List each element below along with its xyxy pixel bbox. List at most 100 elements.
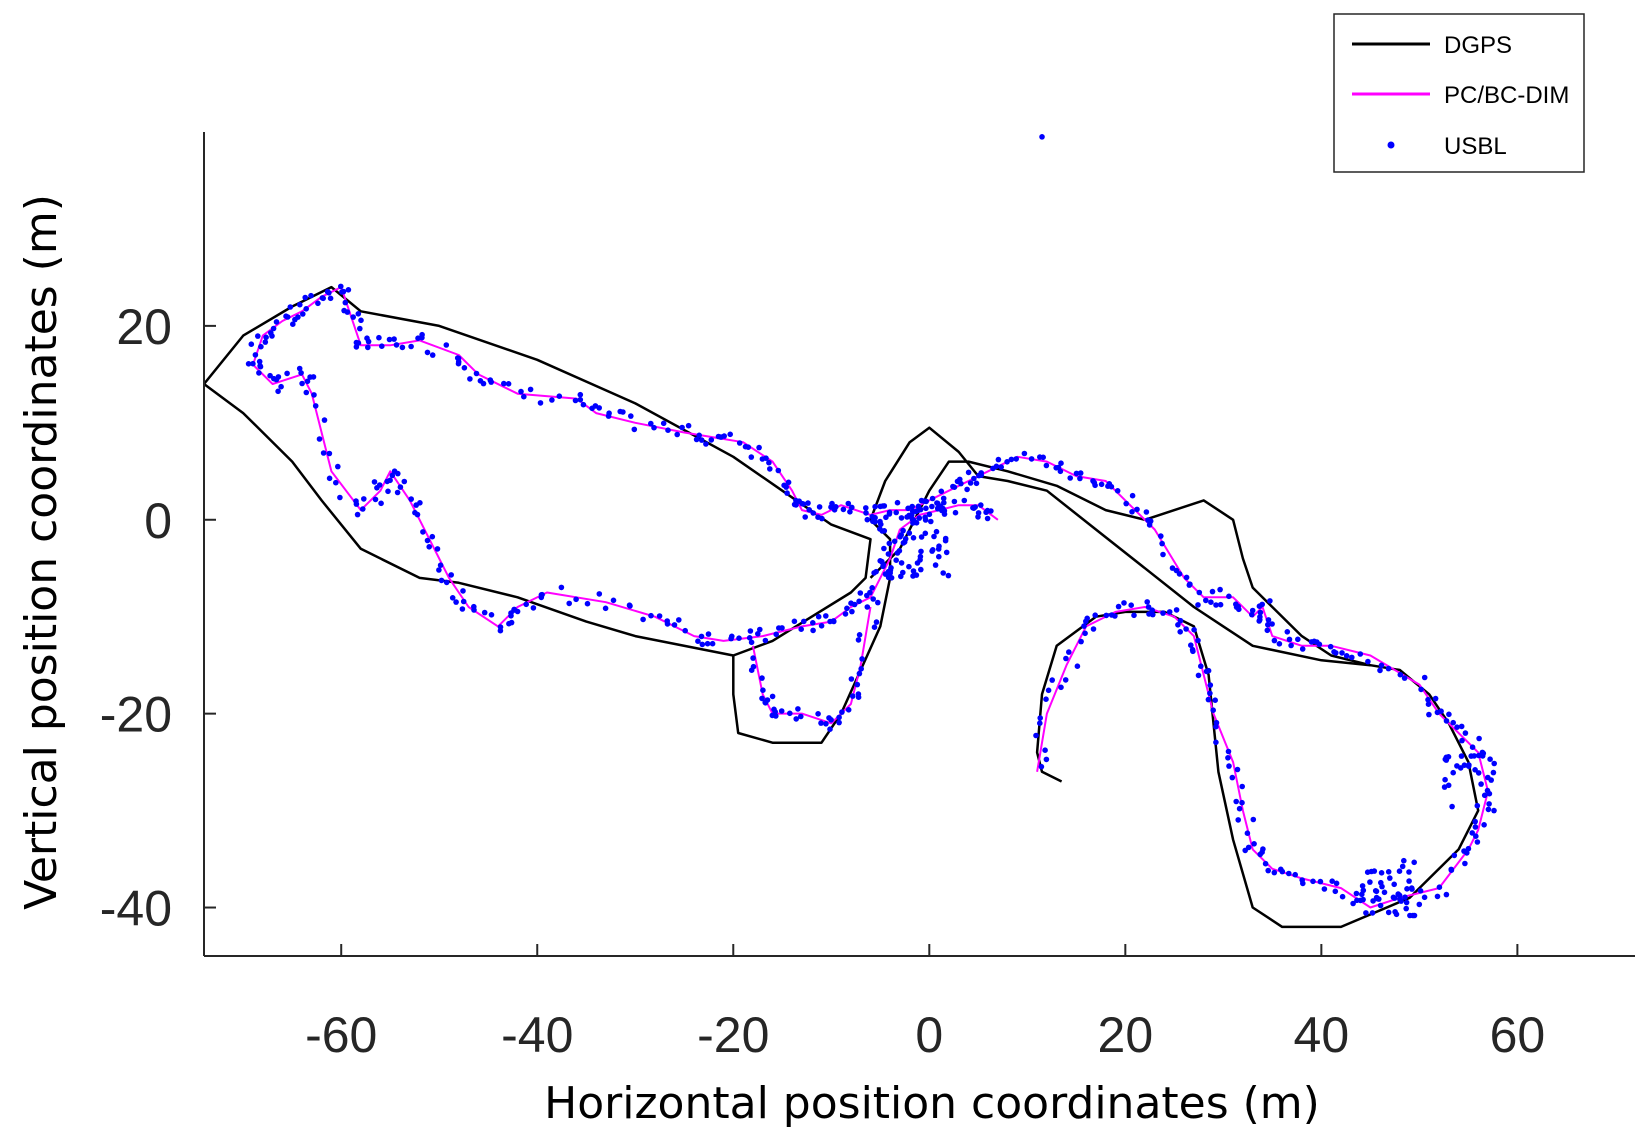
usbl-point: [759, 695, 765, 702]
pc-bc-dim-path-3: [252, 286, 1489, 909]
usbl-point: [248, 341, 255, 348]
usbl-point: [530, 605, 537, 611]
usbl-point: [1074, 663, 1081, 669]
usbl-point: [250, 360, 256, 367]
usbl-point: [883, 514, 889, 521]
usbl-point: [1343, 653, 1350, 659]
usbl-point: [1145, 517, 1151, 523]
usbl-point: [810, 620, 816, 626]
usbl-point: [910, 568, 917, 574]
legend: DGPS PC/BC-DIM USBL: [1333, 13, 1585, 173]
usbl-point: [414, 511, 421, 518]
usbl-point: [913, 572, 920, 578]
usbl-point: [793, 716, 799, 722]
usbl-point: [676, 617, 682, 623]
usbl-point: [1311, 638, 1317, 645]
usbl-point: [1442, 776, 1448, 783]
usbl-point: [736, 635, 742, 641]
usbl-point: [855, 637, 862, 643]
usbl-point: [1473, 833, 1479, 839]
usbl-point: [928, 518, 934, 525]
usbl-point: [695, 638, 701, 644]
usbl-point: [254, 333, 261, 339]
usbl-point: [1159, 540, 1165, 547]
usbl-point: [922, 530, 929, 537]
usbl-point: [1357, 651, 1364, 657]
y-tick-label: 0: [144, 493, 172, 549]
usbl-point: [1217, 586, 1223, 593]
usbl-point: [1013, 456, 1019, 462]
usbl-point: [596, 591, 603, 597]
usbl-point: [1417, 888, 1424, 894]
usbl-point: [1043, 462, 1050, 469]
usbl-point: [1406, 878, 1412, 884]
usbl-point: [1249, 611, 1255, 618]
usbl-point: [971, 505, 977, 512]
usbl-point: [1008, 456, 1015, 463]
usbl-point: [958, 480, 964, 487]
usbl-point: [872, 503, 878, 510]
usbl-point: [284, 314, 291, 320]
usbl-point: [1177, 629, 1183, 635]
usbl-point: [881, 528, 888, 534]
usbl-point: [1103, 612, 1110, 619]
usbl-point: [748, 667, 755, 673]
usbl-point: [1225, 755, 1231, 761]
y-tick-label: 20: [116, 299, 172, 355]
usbl-point: [902, 536, 909, 542]
usbl-point: [1195, 602, 1201, 608]
usbl-point: [1385, 909, 1392, 916]
usbl-point: [549, 397, 555, 403]
usbl-point: [1332, 888, 1339, 895]
usbl-point: [1129, 509, 1135, 515]
usbl-point: [1265, 617, 1272, 623]
usbl-point: [473, 370, 480, 377]
usbl-point: [1385, 869, 1392, 875]
usbl-point: [1236, 606, 1242, 613]
usbl-point: [1469, 744, 1476, 750]
usbl-point: [1284, 629, 1291, 635]
usbl-point: [1239, 783, 1245, 790]
usbl-point: [1459, 737, 1465, 744]
usbl-point: [460, 598, 467, 605]
legend-label-dgps: DGPS: [1444, 32, 1512, 59]
usbl-point: [951, 498, 958, 505]
legend-swatch-usbl: [1387, 141, 1395, 149]
usbl-point: [327, 295, 334, 302]
usbl-point: [894, 499, 901, 506]
usbl-point: [1397, 671, 1404, 678]
usbl-point: [577, 396, 584, 403]
usbl-point: [1037, 454, 1043, 460]
usbl-point: [1474, 839, 1481, 845]
usbl-point: [488, 612, 495, 618]
usbl-point: [1399, 863, 1406, 870]
usbl-point: [376, 334, 382, 341]
usbl-point: [556, 393, 563, 400]
usbl-point: [1188, 642, 1194, 648]
usbl-point: [1235, 817, 1241, 823]
usbl-point: [831, 618, 837, 625]
usbl-point: [845, 707, 852, 713]
usbl-point: [602, 605, 609, 612]
usbl-point: [1045, 687, 1052, 694]
usbl-point: [1082, 630, 1088, 637]
usbl-point: [998, 464, 1004, 470]
usbl-point: [729, 633, 735, 640]
usbl-point: [1129, 492, 1136, 499]
usbl-point: [573, 596, 579, 603]
usbl-point: [1462, 860, 1468, 867]
usbl-point: [1187, 581, 1193, 587]
usbl-point: [1092, 612, 1098, 618]
usbl-point: [648, 420, 654, 427]
usbl-point: [906, 563, 912, 570]
usbl-point: [910, 535, 917, 541]
usbl-point: [353, 339, 360, 346]
usbl-point: [965, 469, 972, 476]
usbl-point: [767, 466, 773, 472]
usbl-point: [1250, 816, 1257, 823]
usbl-point: [926, 511, 933, 518]
usbl-point: [931, 533, 937, 540]
usbl-point: [1401, 857, 1407, 864]
usbl-point: [1418, 686, 1424, 693]
usbl-point: [1471, 753, 1477, 759]
